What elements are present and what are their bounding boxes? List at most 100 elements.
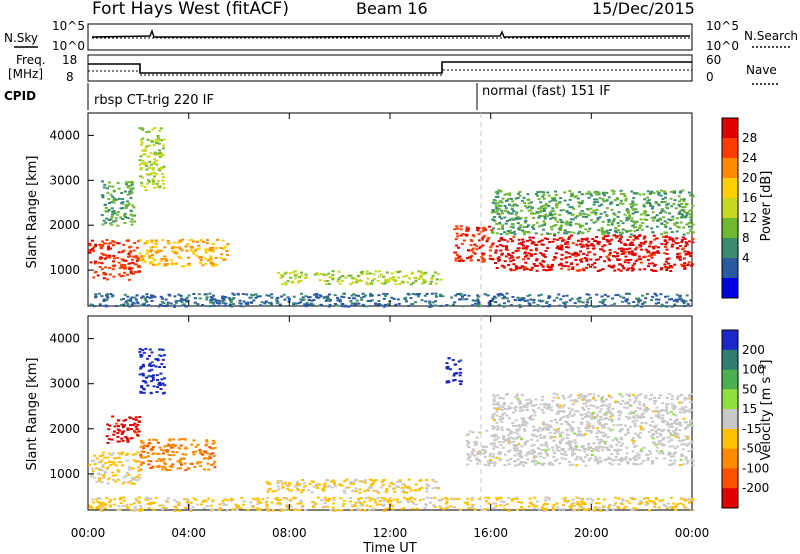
power-cell (565, 261, 569, 264)
power-cell (581, 301, 585, 304)
power-cell (632, 192, 636, 195)
velocity-cell (382, 503, 386, 506)
velocity-cell (525, 406, 529, 409)
power-cell (586, 263, 590, 266)
power-cell (669, 270, 673, 272)
velocity-cell (445, 362, 449, 365)
velocity-cell (96, 501, 100, 504)
velocity-cell (129, 424, 132, 427)
power-cell (686, 303, 690, 306)
power-cell (682, 301, 686, 303)
power-cell (499, 233, 503, 236)
velocity-cell (111, 471, 115, 474)
velocity-cell (175, 500, 179, 503)
velocity-cell (492, 394, 496, 397)
velocity-cell (507, 405, 511, 408)
velocity-cell (588, 430, 592, 432)
velocity-cell (639, 462, 643, 465)
power-cell (626, 259, 630, 261)
power-cell (429, 282, 432, 285)
velocity-cell (651, 437, 655, 440)
velocity-cell (283, 481, 287, 484)
power-cell (252, 294, 256, 297)
power-cell (294, 302, 298, 305)
velocity-cell (521, 424, 524, 426)
power-cell (441, 295, 445, 298)
velocity-cell (466, 433, 470, 436)
power-cell (494, 301, 498, 304)
power-cell (544, 202, 548, 205)
power-cell (629, 258, 633, 261)
power-cell (480, 260, 484, 263)
power-cell (164, 259, 168, 262)
power-cell (122, 214, 126, 217)
power-cell (589, 258, 593, 261)
velocity-cell (285, 497, 289, 500)
velocity-cell (628, 412, 632, 415)
power-cell (690, 263, 694, 266)
power-cell (361, 303, 365, 306)
velocity-cell (574, 448, 578, 451)
velocity-cell (585, 405, 589, 408)
velocity-cell (156, 386, 160, 389)
power-cell (100, 252, 104, 255)
power-cell (639, 218, 643, 221)
velocity-cell (478, 452, 482, 455)
velocity-cell (591, 427, 595, 430)
velocity-cell (592, 397, 596, 400)
power-cell (580, 260, 583, 263)
velocity-cell (205, 443, 209, 446)
power-cell (544, 213, 548, 216)
power-cell (575, 263, 579, 266)
power-cell (540, 233, 544, 236)
velocity-cell (229, 499, 233, 502)
velocity-cell (621, 498, 625, 501)
power-cell (154, 138, 158, 141)
velocity-cell (362, 500, 366, 503)
velocity-cell (556, 506, 560, 509)
x-tick-label: 20:00 (574, 526, 609, 540)
power-cell (144, 146, 148, 149)
power-cell (161, 147, 165, 150)
power-cell (543, 215, 547, 218)
velocity-cell (563, 499, 567, 502)
power-cell (568, 198, 572, 201)
power-cell (477, 233, 481, 236)
power-cell (208, 257, 212, 260)
velocity-cell (682, 497, 686, 500)
power-cell (92, 246, 96, 248)
velocity-cell (517, 428, 521, 431)
power-cell (553, 196, 557, 199)
velocity-cell (673, 459, 677, 462)
velocity-cell (523, 429, 527, 432)
power-cell (665, 258, 669, 260)
power-cell (107, 242, 111, 245)
velocity-cell (433, 506, 437, 508)
velocity-cell (489, 458, 493, 461)
power-cell (656, 203, 660, 206)
velocity-cell (661, 421, 665, 424)
velocity-cell (198, 448, 202, 451)
power-cell (505, 193, 508, 196)
velocity-cell (620, 395, 624, 398)
velocity-cell (210, 509, 214, 512)
power-cell (587, 240, 591, 243)
power-cell (572, 207, 576, 210)
power-cell (185, 296, 189, 299)
velocity-cell (121, 431, 125, 434)
power-cell (645, 219, 649, 221)
power-cell (347, 274, 351, 277)
velocity-cell (108, 501, 111, 504)
velocity-cell (606, 448, 610, 451)
power-cell (491, 209, 495, 211)
velocity-cell (591, 499, 595, 502)
velocity-cell (466, 497, 470, 500)
velocity-cell (498, 452, 502, 455)
power-cell (583, 257, 587, 260)
velocity-cell (424, 504, 428, 507)
velocity-cell (183, 498, 187, 501)
velocity-cell (352, 482, 356, 485)
power-cell (618, 238, 622, 240)
colorbar-tick-label: 8 (742, 231, 750, 245)
power-cell (119, 275, 123, 278)
